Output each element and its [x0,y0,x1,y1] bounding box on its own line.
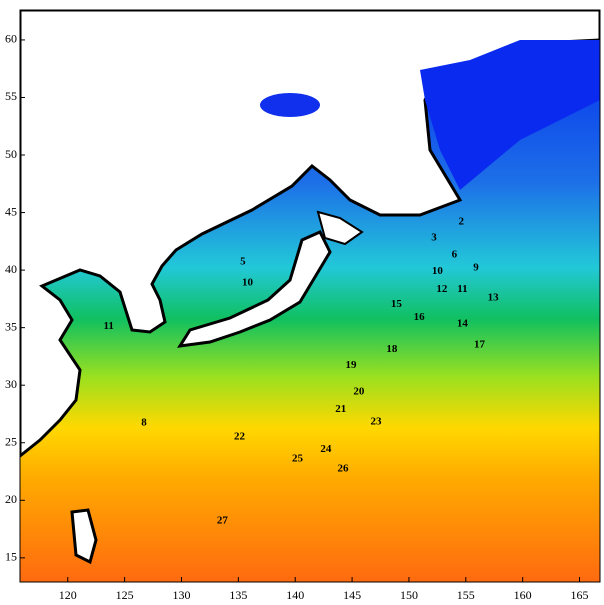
contour-label: 23 [370,416,382,428]
y-tick-label: 60 [5,32,17,46]
contour-label: 26 [337,463,349,475]
contour-label: 21 [335,403,346,415]
x-tick-label: 135 [229,588,247,602]
contour-label: 10 [432,265,444,277]
map-area [20,10,600,582]
y-tick-label: 35 [5,319,17,333]
contour-label: 11 [104,320,114,332]
x-tick-label: 145 [343,588,361,602]
japan [177,230,332,348]
contour-label: 11 [457,283,467,295]
y-tick-label: 30 [5,377,17,391]
x-tick-label: 165 [571,588,589,602]
frame [19,9,601,583]
x-tick-label: 120 [59,588,77,602]
y-tick-label: 20 [5,492,17,506]
contour-label: 25 [292,452,304,464]
sea-patch [420,40,600,190]
contour-label: 14 [457,318,469,330]
hokkaido [316,210,364,246]
contour-label: 15 [391,298,403,310]
x-tick-label: 150 [400,588,418,602]
x-tick-label: 140 [286,588,304,602]
y-tick-label: 40 [5,262,17,276]
contour-label: 16 [414,311,426,323]
x-tick-label: 125 [116,588,134,602]
contour-label: 3 [431,231,437,243]
x-tick-label: 130 [172,588,190,602]
contour-label: 9 [473,261,479,273]
contour-label: 24 [320,443,332,455]
contour-label: 27 [217,515,229,527]
y-tick-label: 15 [5,550,17,564]
contour-label: 18 [386,343,398,355]
sea-patch [260,93,320,117]
contour-label: 22 [234,431,246,443]
contour-label: 19 [345,359,357,371]
contour-label: 8 [141,417,147,429]
contour-label: 10 [242,276,254,288]
contour-label: 13 [488,291,500,303]
y-tick-label: 55 [5,89,17,103]
contour-label: 6 [452,249,458,261]
y-tick-label: 50 [5,147,17,161]
x-tick-label: 155 [457,588,475,602]
x-tick-label: 160 [514,588,532,602]
taiwan [70,508,98,565]
contour-label: 20 [353,386,365,398]
y-tick-label: 25 [5,434,17,448]
contour-label: 12 [436,283,448,295]
contour-label: 5 [240,256,246,268]
y-tick-label: 45 [5,204,17,218]
contour-label: 17 [474,338,486,350]
contour-label: 2 [459,215,465,227]
